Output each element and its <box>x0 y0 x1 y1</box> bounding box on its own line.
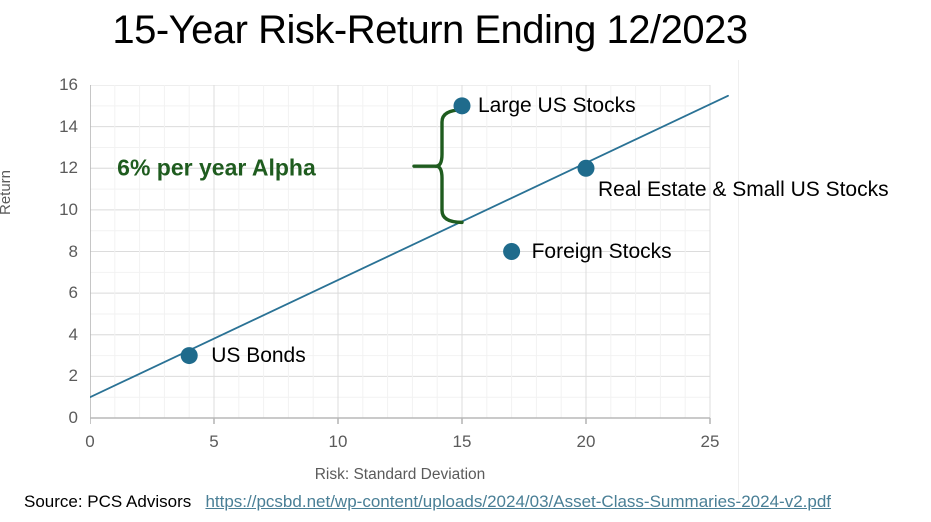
x-tick-label: 5 <box>209 432 219 451</box>
x-tick-label: 15 <box>452 432 472 451</box>
point-label: Real Estate & Small US Stocks <box>598 178 889 202</box>
y-tick-label: 14 <box>59 116 78 136</box>
y-tick-label: 4 <box>68 324 78 344</box>
y-tick-label: 0 <box>68 408 78 427</box>
y-tick-label: 6 <box>68 283 78 303</box>
trendline <box>90 94 729 399</box>
y-tick-label: 16 <box>59 75 78 94</box>
axis-lines <box>90 85 710 419</box>
axis-tick-marks <box>90 418 711 424</box>
y-axis-title: Return <box>0 169 14 215</box>
x-tick-label: 10 <box>328 432 348 451</box>
source-footer: Source: PCS Advisors https://pcsbd.net/w… <box>24 492 831 512</box>
data-points <box>180 97 595 365</box>
y-tick-label: 12 <box>59 158 78 178</box>
y-tick-label: 2 <box>68 366 78 386</box>
point-label: Large US Stocks <box>478 93 636 117</box>
point-label: US Bonds <box>211 343 306 367</box>
alpha-brace <box>412 108 464 225</box>
alpha-annotation-label: 6% per year Alpha <box>117 154 316 181</box>
y-tick-label: 8 <box>68 241 78 261</box>
point-label: Foreign Stocks <box>531 239 672 263</box>
data-point <box>180 347 198 365</box>
x-tick-label: 25 <box>700 432 720 451</box>
data-point <box>503 243 521 260</box>
page-title: 15-Year Risk-Return Ending 12/2023 <box>112 8 748 52</box>
scatter-plot <box>90 85 729 424</box>
data-point <box>453 97 471 115</box>
x-axis-title: Risk: Standard Deviation <box>314 466 486 483</box>
data-point <box>577 159 595 177</box>
source-link[interactable]: https://pcsbd.net/wp-content/uploads/202… <box>205 492 832 511</box>
x-tick-label: 20 <box>576 432 596 451</box>
x-tick-label: 0 <box>85 432 95 451</box>
plot-svg <box>90 85 729 424</box>
vertical-gridlines <box>90 85 711 418</box>
y-tick-label: 10 <box>59 199 78 219</box>
source-prefix: Source: PCS Advisors <box>24 492 192 511</box>
slide-edge-guide <box>738 60 739 500</box>
